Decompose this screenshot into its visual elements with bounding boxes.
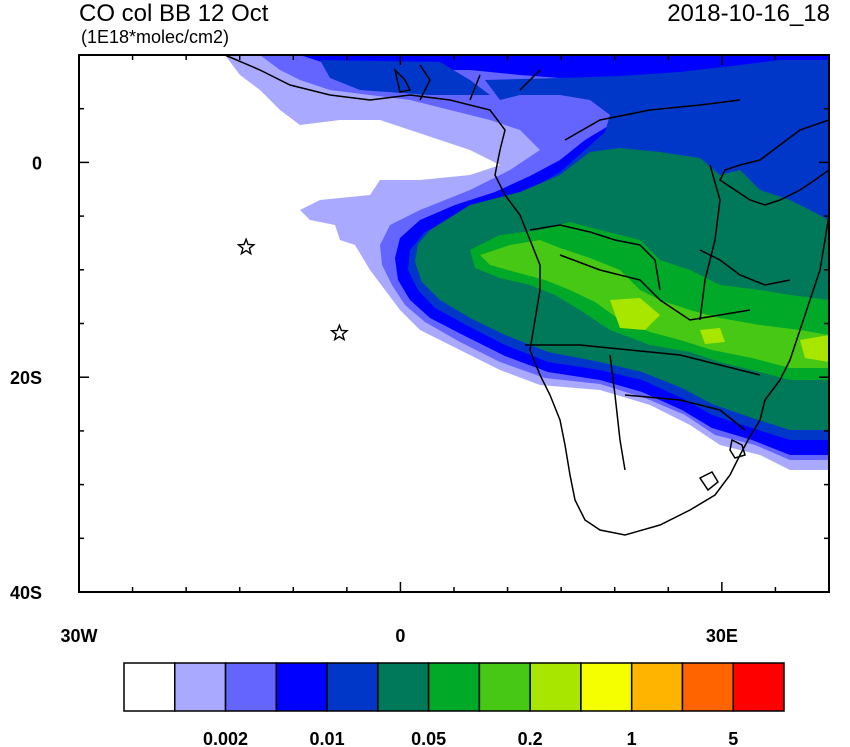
colorbar-swatch xyxy=(123,662,176,712)
colorbar-label: 1 xyxy=(627,729,637,747)
markers xyxy=(236,237,349,342)
colorbar-label: 0.002 xyxy=(203,729,248,747)
co-field xyxy=(225,55,829,470)
colorbar-swatch xyxy=(580,662,633,712)
map-title: CO col BB 12 Oct xyxy=(79,0,269,27)
timestamp: 2018-10-16_18 xyxy=(667,0,830,27)
y-tick-label: 40S xyxy=(10,583,42,603)
star-marker xyxy=(236,237,256,256)
x-tick-label: 30W xyxy=(60,626,97,646)
x-tick-label: 30E xyxy=(706,626,738,646)
coastlines xyxy=(224,55,829,536)
colorbar-swatch xyxy=(732,662,785,712)
colorbar-swatch xyxy=(174,662,227,712)
colorbar-swatch xyxy=(326,662,379,712)
colorbar: 0.002 0.01 0.05 0.2 1 5 xyxy=(123,662,785,747)
colorbar-swatch xyxy=(630,662,684,712)
y-tick-label: 20S xyxy=(10,368,42,388)
colorbar-swatch xyxy=(377,662,430,712)
colorbar-label: 0.01 xyxy=(310,729,345,747)
colorbar-label: 0.2 xyxy=(518,729,543,747)
star-marker xyxy=(329,323,349,342)
colorbar-swatch xyxy=(478,662,531,712)
colorbar-label: 5 xyxy=(728,729,738,747)
colorbar-swatch xyxy=(224,662,278,712)
colorbar-swatch xyxy=(529,662,582,712)
colorbar-swatch xyxy=(427,662,481,712)
units-label: (1E18*molec/cm2) xyxy=(81,27,230,47)
x-tick-label: 0 xyxy=(395,626,405,646)
colorbar-swatch xyxy=(275,662,328,712)
axis-ticks: 30W 0 30E 0 20S 40S xyxy=(10,54,830,646)
colorbar-label: 0.05 xyxy=(411,729,446,747)
y-tick-label: 0 xyxy=(32,153,42,173)
colorbar-swatch xyxy=(681,662,734,712)
